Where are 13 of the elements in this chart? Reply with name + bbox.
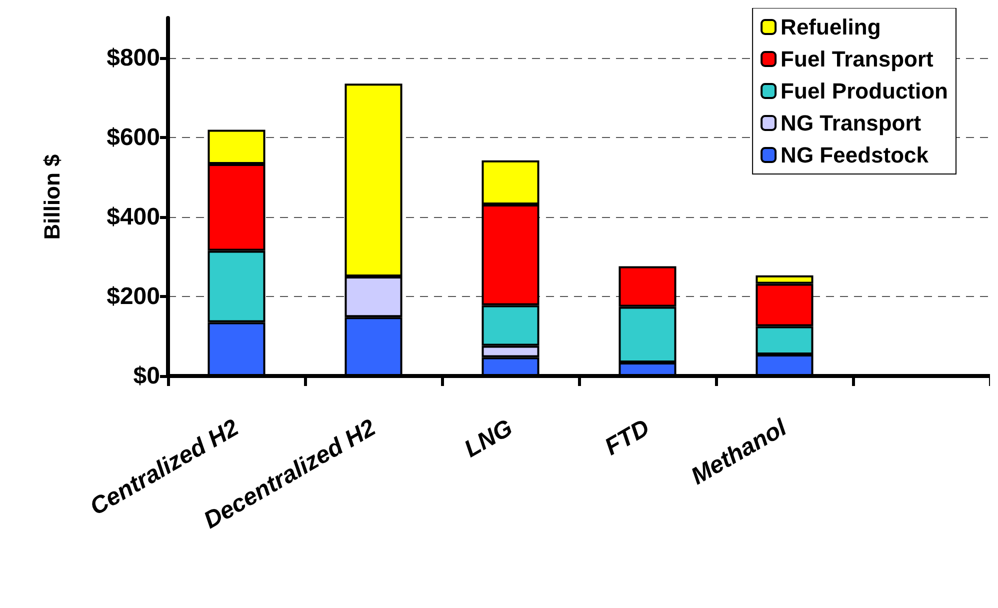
x-tick-label: LNG (460, 414, 518, 464)
y-tick-label: $200 (106, 282, 160, 310)
legend-label: Refueling (780, 14, 881, 40)
legend-label: Fuel Production (780, 78, 948, 104)
y-tick-label: $400 (106, 203, 160, 230)
y-tick-label: $800 (106, 44, 160, 72)
y-tick-label: $600 (106, 124, 160, 151)
y-tick-label: $0 (133, 362, 160, 390)
x-tick-label: FTD (600, 414, 654, 462)
y-axis-title: Billion $ (40, 154, 64, 240)
legend-label: NG Transport (780, 110, 922, 136)
legend-label: NG Feedstock (780, 142, 930, 168)
legend-label: Fuel Transport (780, 46, 934, 72)
